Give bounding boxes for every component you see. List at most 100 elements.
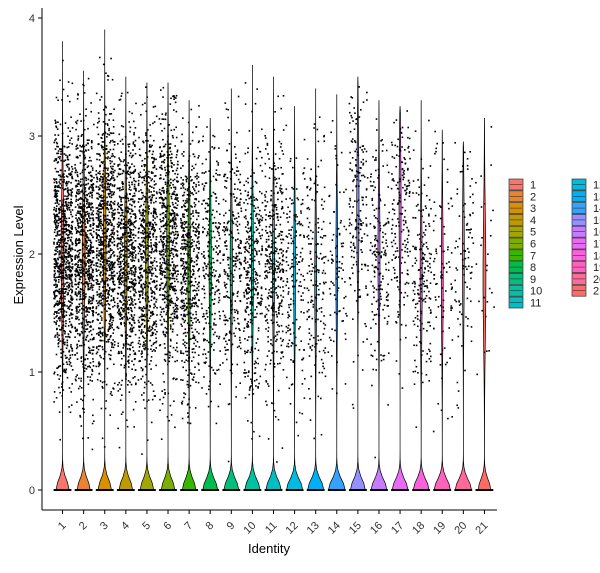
legend-label: 5 xyxy=(530,227,536,239)
legend-item-13: 13 xyxy=(572,191,600,204)
zero-points-13 xyxy=(307,489,325,491)
x-tick-label: 4 xyxy=(119,520,132,533)
legend-item-6: 6 xyxy=(509,238,536,251)
zero-points-14 xyxy=(328,489,346,491)
legend-item-1: 1 xyxy=(509,179,536,192)
zero-points-18 xyxy=(412,489,430,491)
x-tick-label: 19 xyxy=(431,520,448,537)
legend-label: 14 xyxy=(593,203,600,215)
legend-label: 6 xyxy=(530,239,536,251)
zero-points-7 xyxy=(180,489,198,491)
x-tick-label: 18 xyxy=(410,520,427,537)
y-tick-label: 1 xyxy=(29,367,35,379)
legend-label: 1 xyxy=(530,180,536,192)
zero-points-9 xyxy=(222,489,240,491)
x-tick-label: 21 xyxy=(473,520,490,537)
x-axis-title: Identity xyxy=(248,541,290,556)
legend-item-21: 21 xyxy=(572,285,600,298)
y-axis-ticks: 0 1 2 3 4 xyxy=(29,13,42,497)
violin-21 xyxy=(478,118,491,490)
y-axis-title: Expression Level xyxy=(11,205,26,304)
x-tick-label: 13 xyxy=(305,520,322,537)
legend-label: 15 xyxy=(593,215,600,227)
zero-points-10 xyxy=(244,489,262,491)
legend-item-18: 18 xyxy=(572,250,600,262)
points-10 xyxy=(243,82,263,491)
zero-points-4 xyxy=(117,489,135,491)
violin-10 xyxy=(245,65,260,490)
legend-item-2: 2 xyxy=(509,191,536,204)
x-tick-label: 7 xyxy=(182,520,195,533)
x-tick-label: 1 xyxy=(56,520,69,533)
x-tick-label: 17 xyxy=(389,520,406,537)
violin-12 xyxy=(286,107,302,491)
legend-item-16: 16 xyxy=(572,226,600,239)
legend-label: 3 xyxy=(530,203,536,215)
zero-points-21 xyxy=(476,489,494,491)
zero-points-19 xyxy=(433,489,451,491)
violin-7 xyxy=(182,101,196,490)
legend-item-17: 17 xyxy=(572,238,600,251)
legend-item-11: 11 xyxy=(509,297,541,310)
zero-points-1 xyxy=(54,489,72,491)
y-tick-label: 4 xyxy=(29,13,35,25)
legend-label: 2 xyxy=(530,191,536,203)
legend-item-19: 19 xyxy=(572,262,600,275)
legend-item-10: 10 xyxy=(509,285,542,298)
legend-label: 18 xyxy=(593,250,600,262)
x-tick-label: 9 xyxy=(225,520,238,533)
legend-item-4: 4 xyxy=(509,214,536,227)
legend-item-20: 20 xyxy=(572,273,600,286)
legend-label: 19 xyxy=(593,262,600,274)
x-tick-label: 2 xyxy=(77,520,90,533)
x-tick-label: 8 xyxy=(204,520,217,533)
points-19 xyxy=(433,131,453,491)
zero-points-5 xyxy=(138,489,156,491)
legend-item-14: 14 xyxy=(572,203,600,216)
x-tick-label: 6 xyxy=(161,520,174,533)
legend-label: 20 xyxy=(593,274,600,286)
violin-9 xyxy=(224,89,239,490)
y-tick-label: 0 xyxy=(29,485,35,497)
points-1 xyxy=(53,60,74,491)
zero-points-17 xyxy=(391,489,409,491)
zero-points-11 xyxy=(265,489,283,491)
legend-label: 12 xyxy=(593,180,600,192)
violin-16 xyxy=(371,101,387,490)
legend-label: 11 xyxy=(530,298,541,310)
violin-13 xyxy=(308,89,324,490)
x-tick-label: 10 xyxy=(241,520,258,537)
x-tick-label: 16 xyxy=(368,520,385,537)
points-3 xyxy=(95,57,115,491)
legend-label: 7 xyxy=(530,250,536,262)
x-tick-label: 15 xyxy=(347,520,364,537)
x-tick-label: 11 xyxy=(263,520,280,537)
y-tick-label: 3 xyxy=(29,131,35,143)
x-tick-label: 12 xyxy=(284,520,301,537)
zero-points-3 xyxy=(96,489,114,491)
violin-14 xyxy=(328,95,345,490)
legend-item-9: 9 xyxy=(509,273,536,286)
zero-points-20 xyxy=(454,489,472,491)
zero-points-2 xyxy=(75,489,93,491)
legend-item-5: 5 xyxy=(509,226,536,239)
x-tick-label: 3 xyxy=(98,520,111,533)
legend-item-12: 12 xyxy=(572,179,600,192)
legend-label: 4 xyxy=(530,215,536,227)
point-layer xyxy=(53,57,495,491)
zero-points-16 xyxy=(370,489,388,491)
legend-label: 16 xyxy=(593,227,600,239)
legend-label: 21 xyxy=(593,286,600,298)
legend-item-15: 15 xyxy=(572,214,600,227)
legend-label: 8 xyxy=(530,262,536,274)
violin-2 xyxy=(77,71,90,490)
legend-item-3: 3 xyxy=(509,203,536,216)
legend-label: 17 xyxy=(593,239,600,251)
legend-label: 13 xyxy=(593,191,600,203)
zero-points-6 xyxy=(159,489,177,491)
zero-points-8 xyxy=(201,489,219,491)
y-tick-label: 2 xyxy=(29,249,35,261)
x-tick-label: 5 xyxy=(140,520,153,533)
